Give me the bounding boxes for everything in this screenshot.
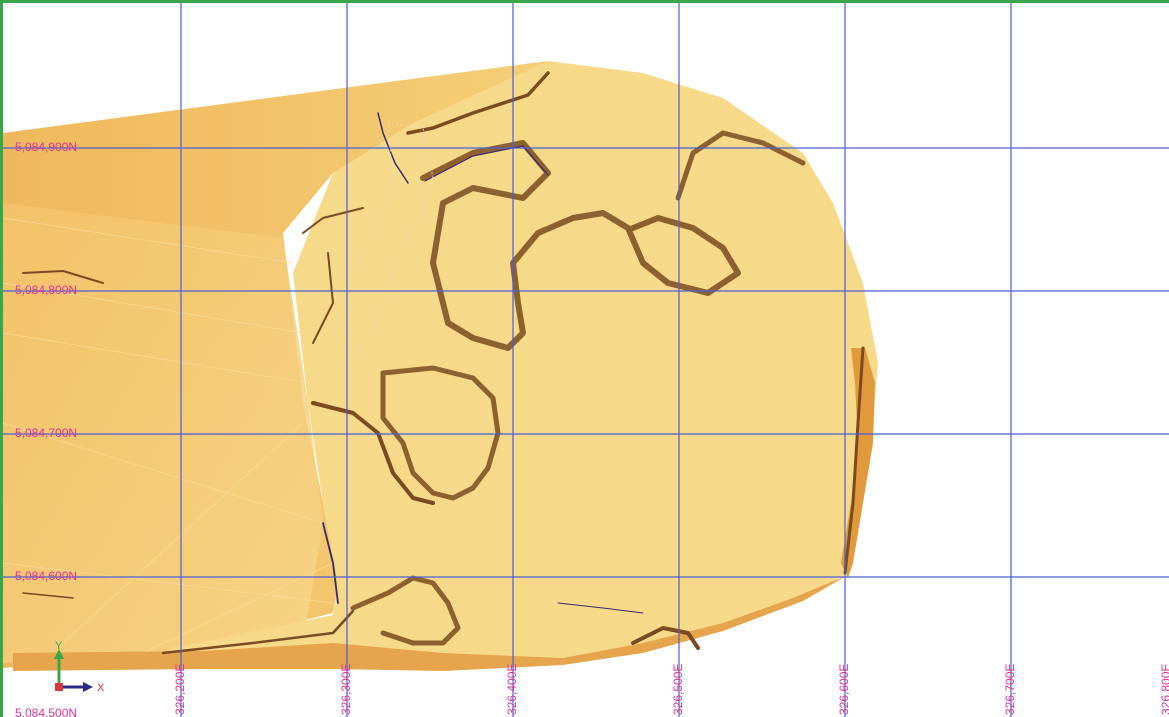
surface-fan-rays [3,217,334,654]
northing-labels: 5,084,900N 5,084,800N 5,084,700N 5,084,6… [15,140,77,717]
surface-south-band [13,575,848,671]
easting-label: 326,600E [837,664,851,715]
axis-triad: Y X [54,640,105,694]
axis-origin [55,683,63,691]
grid-lines [3,3,1169,717]
surface-haul-road [332,122,434,364]
surface-west-fan [3,203,323,663]
axis-x-arrow [83,682,93,692]
axis-x-label: X [97,682,105,694]
axis-y-label: Y [55,640,63,652]
northing-label: 5,084,500N [15,706,77,717]
surface-main-body [153,61,878,668]
easting-label: 326,500E [671,664,685,715]
contour-lines [22,71,865,655]
easting-label: 326,700E [1003,664,1017,715]
easting-label: 326,300E [339,664,353,715]
easting-label: 326,200E [173,664,187,715]
easting-label: 326,400E [505,664,519,715]
northing-label: 5,084,600N [15,569,77,583]
northing-label: 5,084,800N [15,283,77,297]
easting-label: 326,800E [1159,664,1169,715]
northing-label: 5,084,700N [15,426,77,440]
surface-scene[interactable]: 5,084,900N 5,084,800N 5,084,700N 5,084,6… [3,3,1169,717]
axis-y-arrow [54,649,64,659]
easting-labels: 326,200E 326,300E 326,400E 326,500E 326,… [173,664,1169,715]
northing-label: 5,084,900N [15,140,77,154]
